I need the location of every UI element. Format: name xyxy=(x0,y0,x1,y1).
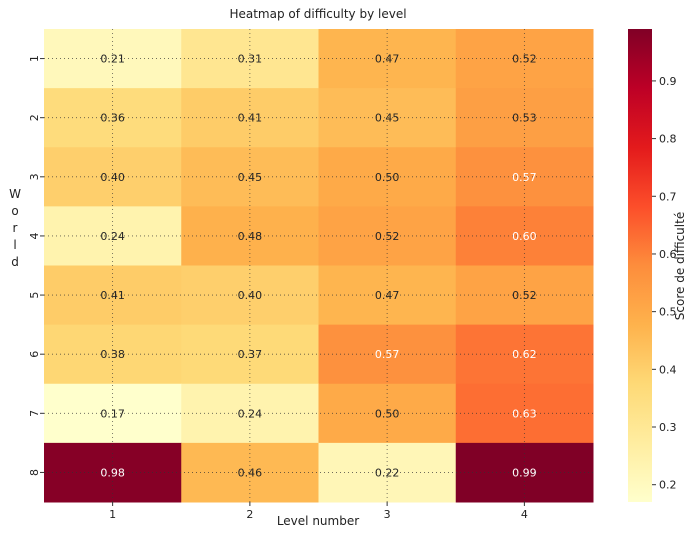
y-tick-label: 8 xyxy=(28,469,41,476)
cell-value-label: 0.41 xyxy=(100,289,125,302)
colorbar-tick-label: 0.5 xyxy=(659,306,677,319)
y-axis-label-char: W xyxy=(9,187,21,201)
y-tick-label: 3 xyxy=(28,173,41,180)
cell-value-label: 0.47 xyxy=(375,53,400,66)
cell-value-label: 0.50 xyxy=(375,171,400,184)
y-axis-label-char: d xyxy=(11,255,19,269)
y-tick-label: 5 xyxy=(28,292,41,299)
cell-value-label: 0.57 xyxy=(375,348,400,361)
colorbar-gradient xyxy=(628,29,652,502)
cell-value-label: 0.22 xyxy=(375,466,400,479)
colorbar-tick-label: 0.3 xyxy=(659,421,677,434)
gridlines xyxy=(44,29,593,502)
cell-value-label: 0.21 xyxy=(100,53,125,66)
colorbar-tick-label: 0.7 xyxy=(659,190,677,203)
y-tick-label: 4 xyxy=(28,232,41,239)
cell-value-label: 0.40 xyxy=(238,289,263,302)
cell-value-label: 0.99 xyxy=(512,466,537,479)
cell-value-label: 0.36 xyxy=(100,112,125,125)
y-tick-label: 2 xyxy=(28,114,41,121)
cell-value-labels: 0.21 0.31 0.47 0.52 0.36 0.41 0.45 0.53 0.40 0.45… xyxy=(100,53,536,480)
heatmap-cell xyxy=(318,265,457,326)
cell-value-label: 0.48 xyxy=(238,230,263,243)
colorbar-tick-label: 0.4 xyxy=(659,363,677,376)
y-axis-label-char: o xyxy=(11,204,18,218)
cell-value-label: 0.52 xyxy=(512,53,537,66)
x-tick-label: 3 xyxy=(384,508,391,521)
cell-value-label: 0.50 xyxy=(375,407,400,420)
colorbar-tick-label: 0.9 xyxy=(659,75,677,88)
heatmap-cell xyxy=(318,29,457,89)
y-axis-ticks: 1 2 3 4 5 6 7 8 xyxy=(28,55,44,476)
cell-value-label: 0.45 xyxy=(375,112,400,125)
cell-value-label: 0.52 xyxy=(512,289,537,302)
heatmap-cell xyxy=(318,442,457,503)
x-tick-label: 1 xyxy=(109,508,116,521)
cell-value-label: 0.38 xyxy=(100,348,125,361)
cell-value-label: 0.52 xyxy=(375,230,400,243)
cell-value-label: 0.24 xyxy=(238,407,263,420)
heatmap-cells xyxy=(44,29,594,503)
cell-value-label: 0.47 xyxy=(375,289,400,302)
y-tick-label: 1 xyxy=(28,55,41,62)
cell-value-label: 0.57 xyxy=(512,171,537,184)
cell-value-label: 0.41 xyxy=(238,112,263,125)
heatmap-cell xyxy=(318,206,457,266)
x-axis-label: Level number xyxy=(277,514,359,528)
colorbar-tick-label: 0.8 xyxy=(659,133,677,146)
y-tick-label: 7 xyxy=(28,410,41,417)
cell-value-label: 0.17 xyxy=(100,407,125,420)
cell-value-label: 0.63 xyxy=(512,407,537,420)
cell-value-label: 0.40 xyxy=(100,171,125,184)
cell-value-label: 0.24 xyxy=(100,230,125,243)
heatmap-cell xyxy=(318,324,457,385)
cell-value-label: 0.46 xyxy=(238,466,263,479)
y-axis-label-char: r xyxy=(13,221,18,235)
cell-value-label: 0.37 xyxy=(238,348,263,361)
cell-value-label: 0.98 xyxy=(100,466,125,479)
cell-value-label: 0.62 xyxy=(512,348,537,361)
chart-title: Heatmap of difficulty by level xyxy=(229,7,406,21)
cell-value-label: 0.45 xyxy=(238,171,263,184)
cell-value-label: 0.60 xyxy=(512,230,537,243)
cell-value-label: 0.53 xyxy=(512,112,537,125)
cell-value-label: 0.31 xyxy=(238,53,263,66)
colorbar-tick-label: 0.6 xyxy=(659,248,677,261)
colorbar-tick-label: 0.2 xyxy=(659,479,677,492)
colorbar-label: Score de difficulté xyxy=(673,212,687,320)
colorbar: 0.2 0.3 0.4 0.5 0.6 0.7 0.8 0.9 xyxy=(628,29,677,502)
y-axis-label-char: l xyxy=(13,238,16,252)
x-tick-label: 2 xyxy=(246,508,253,521)
x-tick-label: 4 xyxy=(521,508,528,521)
y-tick-label: 6 xyxy=(28,351,41,358)
x-axis-ticks: 1 2 3 4 xyxy=(109,502,528,521)
